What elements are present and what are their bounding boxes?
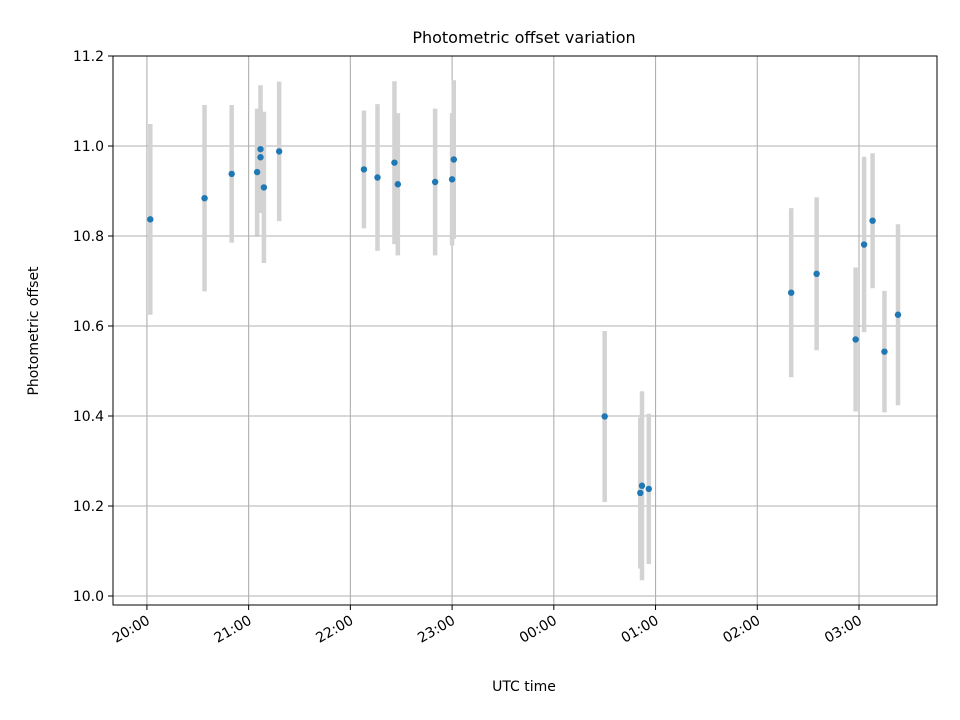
x-axis-ticks: 20:00 21:00 22:00 23:00 00:00 01:00 02:00 03:00	[110, 605, 865, 647]
plot-area-frame	[112, 55, 938, 606]
data-point	[260, 184, 268, 191]
data-points	[147, 145, 902, 497]
data-point	[645, 485, 652, 493]
data-point	[374, 174, 381, 181]
data-point	[275, 148, 283, 155]
y-axis-label: Photometric offset	[26, 266, 42, 396]
data-point	[637, 489, 644, 497]
data-point	[257, 145, 264, 153]
data-point	[147, 216, 154, 223]
data-point	[228, 170, 235, 178]
data-point	[601, 413, 608, 420]
x-tick-label: 02:00	[720, 613, 763, 647]
x-tick-label: 20:00	[110, 613, 153, 647]
y-tick-label: 10.2	[73, 499, 104, 515]
data-point	[391, 159, 398, 166]
data-point	[257, 154, 264, 161]
y-tick-label: 10.4	[73, 409, 104, 425]
y-tick-label: 11.2	[73, 49, 104, 65]
data-point	[813, 270, 820, 277]
data-point	[394, 181, 402, 188]
data-point	[860, 241, 868, 248]
x-tick-label: 00:00	[517, 613, 560, 647]
y-tick-label: 10.8	[73, 229, 104, 245]
data-point	[852, 336, 859, 343]
x-tick-label: 01:00	[619, 613, 662, 647]
data-point	[201, 195, 208, 202]
data-point	[253, 168, 261, 176]
data-point	[450, 156, 457, 163]
x-tick-label: 22:00	[313, 613, 356, 647]
data-point	[431, 178, 439, 186]
y-tick-label: 10.0	[73, 589, 104, 605]
x-tick-label: 23:00	[415, 613, 458, 647]
data-point	[448, 176, 456, 183]
x-tick-label: 21:00	[212, 613, 255, 647]
x-tick-label: 03:00	[822, 613, 865, 647]
data-point	[360, 166, 368, 173]
data-point	[894, 311, 902, 318]
y-tick-label: 11.0	[73, 139, 104, 155]
data-point	[881, 348, 888, 355]
data-point	[638, 482, 646, 489]
y-tick-label: 10.6	[73, 319, 104, 335]
x-axis-label: UTC time	[492, 679, 556, 695]
y-axis-ticks: 10.0 10.2 10.4 10.6 10.8 11.0 11.2	[73, 49, 113, 605]
data-point	[869, 217, 876, 224]
grid	[113, 55, 937, 605]
chart-title: Photometric offset variation	[412, 28, 635, 47]
data-point	[787, 289, 795, 296]
